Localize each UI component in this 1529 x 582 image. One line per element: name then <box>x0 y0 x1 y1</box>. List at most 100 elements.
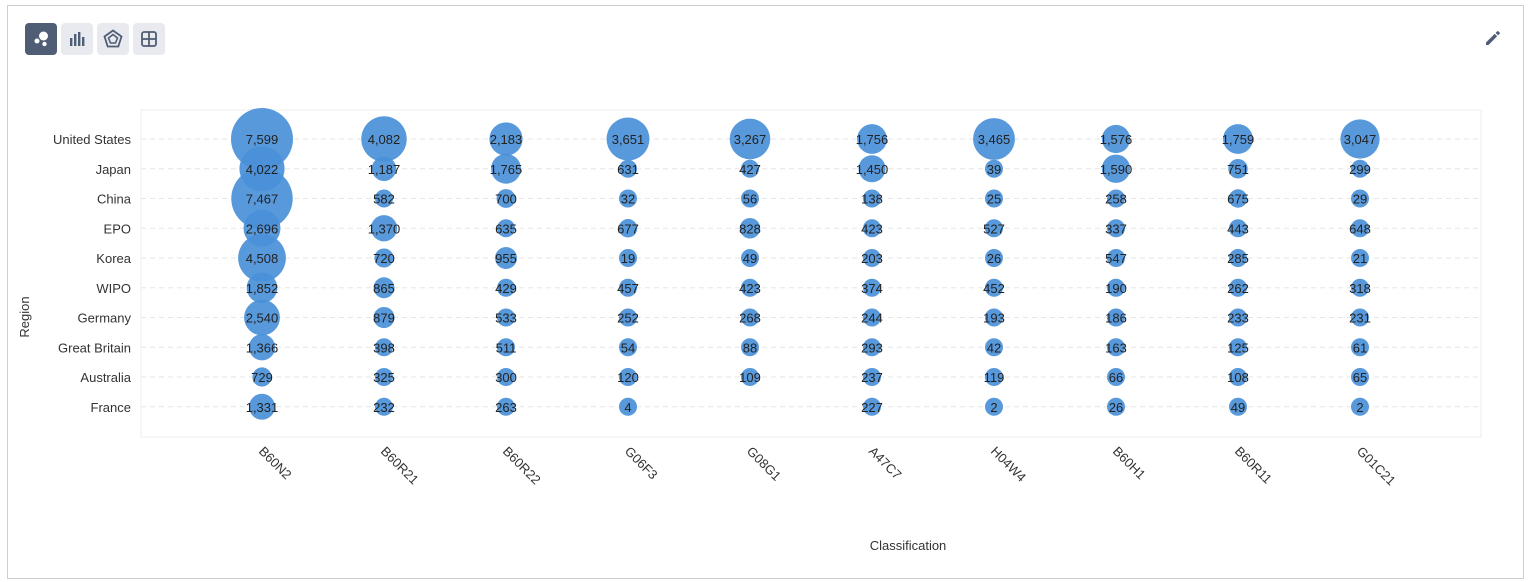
y-tick-label: Japan <box>96 162 131 177</box>
bubble-label: 4,022 <box>246 162 279 177</box>
bubble-label: 1,590 <box>1100 162 1133 177</box>
bubble-label: 677 <box>617 221 639 236</box>
bubble-label: 231 <box>1349 311 1371 326</box>
bubble-label: 1,370 <box>368 221 401 236</box>
y-tick-label: Korea <box>96 251 131 266</box>
bubble-label: 49 <box>1231 400 1245 415</box>
bubble-label: 4,508 <box>246 251 279 266</box>
bubble-label: 138 <box>861 192 883 207</box>
bubble-label: 648 <box>1349 221 1371 236</box>
bubble-label: 163 <box>1105 340 1127 355</box>
bubble-label: 252 <box>617 311 639 326</box>
bubble-label: 108 <box>1227 370 1249 385</box>
bubble-label: 828 <box>739 221 761 236</box>
bubble-label: 547 <box>1105 251 1127 266</box>
bubbles <box>231 108 1380 420</box>
bubble-label: 4 <box>624 400 631 415</box>
x-tick-label: G06F3 <box>622 444 661 483</box>
x-tick-label: H04W4 <box>988 444 1029 485</box>
bubble-label: 631 <box>617 162 639 177</box>
y-tick-label: China <box>97 192 132 207</box>
y-tick-label: WIPO <box>96 281 131 296</box>
bubble-label: 3,267 <box>734 132 767 147</box>
bubble-label: 7,467 <box>246 192 279 207</box>
x-tick-label: A47C7 <box>866 444 905 483</box>
bubble-label: 374 <box>861 281 883 296</box>
bubble-label: 4,082 <box>368 132 401 147</box>
bubble-label: 325 <box>373 370 395 385</box>
x-tick-label: B60R11 <box>1232 444 1275 487</box>
plot-area <box>141 110 1481 437</box>
bubble-label: 582 <box>373 192 395 207</box>
bubble-label: 318 <box>1349 281 1371 296</box>
y-tick-label: Great Britain <box>58 340 131 355</box>
bubble-label: 2,183 <box>490 132 523 147</box>
y-tick-label: Australia <box>80 370 131 385</box>
bubble-label: 285 <box>1227 251 1249 266</box>
bubble-label: 423 <box>739 281 761 296</box>
x-tick-label: G01C21 <box>1354 444 1399 489</box>
bubble-label: 19 <box>621 251 635 266</box>
bubble-label: 423 <box>861 221 883 236</box>
y-axis-title: Region <box>17 296 32 337</box>
bubble-label: 457 <box>617 281 639 296</box>
bubble-label: 32 <box>621 192 635 207</box>
bubble-label: 1,187 <box>368 162 401 177</box>
bubble-label: 258 <box>1105 192 1127 207</box>
x-tick-label: B60N2 <box>256 444 295 483</box>
bubble-label: 429 <box>495 281 517 296</box>
bubble-label: 119 <box>984 370 1005 385</box>
bubble-label: 2,696 <box>246 221 279 236</box>
bubble-label: 54 <box>621 340 635 355</box>
bubble-label: 120 <box>617 370 639 385</box>
x-tick-label: G08G1 <box>744 444 784 484</box>
bubble-label: 1,331 <box>246 400 279 415</box>
x-tick-label: B60R22 <box>500 444 544 488</box>
bubble-label: 675 <box>1227 192 1249 207</box>
bubble-label: 262 <box>1227 281 1249 296</box>
x-tick-label: B60R21 <box>378 444 422 488</box>
bubble-label: 635 <box>495 221 517 236</box>
bubble-label: 533 <box>495 311 517 326</box>
bubble-label: 88 <box>743 340 757 355</box>
bubble-label: 511 <box>496 340 517 355</box>
bubble-label: 300 <box>495 370 517 385</box>
bubble-label: 66 <box>1109 370 1123 385</box>
bubble-label: 427 <box>739 162 761 177</box>
bubble-label: 61 <box>1353 340 1367 355</box>
x-axis-ticks: B60N2 B60R21 B60R22 G06F3 G08G1 A47C7 H04W4 B60… <box>256 444 1399 489</box>
bubble-label: 263 <box>495 400 517 415</box>
y-tick-label: EPO <box>104 221 131 236</box>
bubble-label: 109 <box>739 370 761 385</box>
bubble-label: 398 <box>373 340 395 355</box>
bubble-label: 865 <box>373 281 395 296</box>
bubble-label: 25 <box>987 192 1001 207</box>
bubble-label: 299 <box>1349 162 1371 177</box>
bubble-label: 186 <box>1105 311 1127 326</box>
bubble-label: 1,576 <box>1100 132 1133 147</box>
y-axis-ticks: United StatesJapanChinaEPOKoreaWIPOGerma… <box>53 132 132 415</box>
bubble-label: 268 <box>739 311 761 326</box>
bubble-label: 7,599 <box>246 132 279 147</box>
bubble-label: 2 <box>990 400 997 415</box>
bubble-label: 227 <box>861 400 883 415</box>
bubble-label: 3,047 <box>1344 132 1377 147</box>
bubble-label: 2,540 <box>246 311 279 326</box>
bubble-label: 65 <box>1353 370 1367 385</box>
bubble-label: 337 <box>1105 221 1127 236</box>
bubble-label: 232 <box>373 400 395 415</box>
bubble-label: 729 <box>251 370 273 385</box>
bubble-label: 955 <box>495 251 517 266</box>
bubble-label: 2 <box>1356 400 1363 415</box>
x-axis-title: Classification <box>870 538 947 553</box>
bubble-label: 1,756 <box>856 132 889 147</box>
bubble-label: 443 <box>1227 221 1249 236</box>
bubble-labels: 7,5994,0822,1833,6513,2671,7563,4651,576… <box>246 132 1377 415</box>
bubble-label: 29 <box>1353 192 1367 207</box>
bubble-label: 42 <box>987 340 1001 355</box>
y-tick-label: Germany <box>78 311 132 326</box>
bubble-label: 1,852 <box>246 281 279 296</box>
bubble-label: 1,759 <box>1222 132 1255 147</box>
bubble-label: 1,450 <box>856 162 889 177</box>
